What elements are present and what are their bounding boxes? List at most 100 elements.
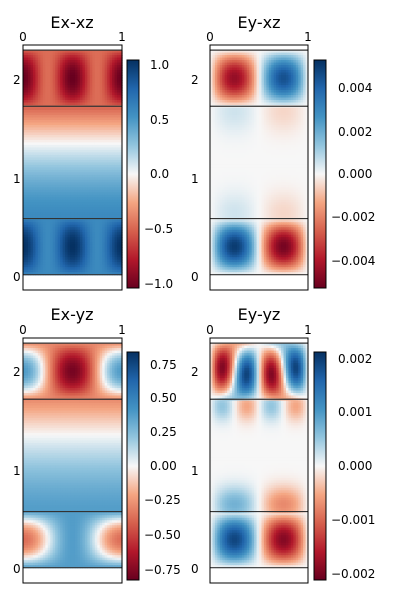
heatmap-cell [37, 247, 41, 251]
heatmap-cell [74, 154, 79, 159]
heatmap-cell [30, 167, 34, 171]
heatmap-cell [87, 184, 91, 188]
heatmap-cell [79, 139, 84, 144]
heatmap-cell [42, 122, 46, 126]
heatmap-cell [77, 159, 81, 163]
heatmap-cell [117, 162, 121, 166]
heatmap-cell [55, 227, 59, 231]
heatmap-cell [40, 214, 44, 218]
heatmap-cell [114, 229, 118, 233]
heatmap-cell [92, 62, 96, 66]
heatmap-cell [35, 244, 39, 248]
heatmap-cell [40, 117, 44, 121]
heatmap-cell [60, 194, 64, 198]
heatmap-cell [32, 187, 36, 191]
heatmap-cell [50, 77, 54, 81]
heatmap-cell [82, 219, 86, 223]
heatmap-cell [89, 169, 93, 173]
heatmap-cell [94, 100, 98, 104]
heatmap-cell [89, 242, 93, 246]
heatmap-cell [117, 144, 121, 149]
heatmap-cell [82, 199, 86, 203]
heatmap-cell [67, 132, 71, 136]
heatmap-cell [42, 172, 46, 176]
heatmap-cell [87, 172, 91, 176]
heatmap-cell [57, 134, 61, 139]
heatmap-cell [37, 100, 41, 104]
heatmap-cell [102, 232, 106, 236]
heatmap-cell [84, 182, 88, 186]
heatmap-cell [52, 237, 56, 241]
heatmap-cell [65, 92, 69, 96]
heatmap-cell [107, 122, 111, 126]
heatmap-cell [30, 60, 34, 64]
heatmap-cell [99, 162, 103, 166]
heatmap-cell [55, 177, 59, 181]
heatmap-cell [55, 139, 59, 144]
heatmap-cell [50, 224, 54, 228]
heatmap-cell [60, 187, 64, 191]
heatmap-cell [102, 62, 106, 66]
heatmap-cell [65, 65, 69, 69]
heatmap-cell [87, 187, 91, 191]
heatmap-cell [74, 92, 79, 96]
heatmap-cell [52, 254, 56, 258]
heatmap-cell [109, 75, 113, 79]
heatmap-cell [74, 149, 79, 154]
heatmap-cell [89, 107, 93, 111]
heatmap-cell [57, 70, 61, 74]
heatmap-cell [45, 114, 49, 119]
heatmap-cell [32, 147, 36, 151]
heatmap-cell [104, 85, 108, 89]
heatmap-cell [50, 182, 54, 186]
heatmap-cell [55, 112, 59, 116]
heatmap-cell [79, 234, 84, 238]
heatmap-cell [117, 127, 121, 131]
heatmap-cell [89, 187, 93, 191]
heatmap-cell [45, 117, 49, 121]
heatmap-cell [104, 82, 108, 86]
heatmap-cell [27, 219, 32, 223]
heatmap-cell [99, 142, 103, 146]
heatmap-cell [52, 65, 56, 69]
heatmap-cell [32, 249, 36, 253]
heatmap-cell [25, 85, 29, 89]
heatmap-cell [117, 142, 121, 146]
heatmap-cell [84, 172, 88, 176]
heatmap-cell [87, 75, 91, 79]
heatmap-cell [55, 197, 59, 201]
heatmap-cell [35, 80, 39, 84]
heatmap-cell [27, 55, 32, 59]
heatmap-cell [82, 139, 86, 144]
heatmap-cell [117, 139, 121, 144]
heatmap-cell [77, 237, 81, 241]
heatmap-cell [117, 75, 121, 79]
heatmap-cell [97, 167, 101, 171]
heatmap-cell [32, 197, 36, 201]
heatmap-cell [114, 177, 118, 181]
heatmap-cell [114, 147, 118, 151]
heatmap-cell [60, 124, 64, 129]
heatmap-cell [62, 157, 66, 161]
heatmap-cell [32, 57, 36, 61]
heatmap-cell [35, 224, 39, 228]
heatmap-cell [57, 252, 61, 256]
heatmap-cell [89, 234, 93, 238]
heatmap-cell [30, 219, 34, 223]
heatmap-cell [117, 132, 121, 136]
heatmap-cell [77, 229, 81, 233]
heatmap-cell [104, 90, 108, 94]
heatmap-cell [104, 55, 108, 59]
heatmap-cell [82, 244, 86, 248]
heatmap-cell [62, 197, 66, 201]
heatmap-cell [92, 249, 96, 253]
heatmap-cell [52, 147, 56, 151]
heatmap-cell [37, 167, 41, 171]
heatmap-cell [72, 229, 76, 233]
heatmap-cell [114, 189, 118, 193]
heatmap-cell [79, 60, 84, 64]
heatmap-cell [112, 100, 116, 104]
heatmap-cell [40, 204, 44, 208]
heatmap-cell [79, 137, 84, 141]
heatmap-cell [37, 65, 41, 69]
